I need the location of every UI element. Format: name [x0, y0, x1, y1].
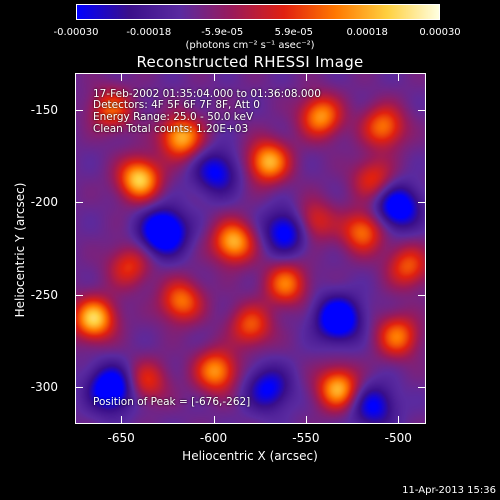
peak-position-label: Position of Peak = [-676,-262]: [93, 396, 251, 408]
info-total-counts: Clean Total counts: 1.20E+03: [93, 123, 249, 135]
info-detectors: Detectors: 4F 5F 6F 7F 8F, Att 0: [93, 99, 260, 111]
y-tick-mark: [418, 387, 426, 389]
info-energy-range: Energy Range: 25.0 - 50.0 keV: [93, 111, 254, 123]
y-tick-label: -250: [30, 287, 58, 302]
x-axis-label: Heliocentric X (arcsec): [182, 449, 318, 463]
y-tick-mark: [75, 109, 83, 111]
x-tick-mark: [213, 73, 215, 81]
x-tick-mark: [398, 73, 400, 81]
colorbar-tick-label: 0.00018: [346, 27, 388, 38]
x-tick-label: -650: [107, 431, 135, 445]
colorbar-tick-label: -0.00030: [53, 27, 99, 38]
colorbar-tick-label: -0.00018: [126, 27, 172, 38]
x-tick-mark: [121, 416, 123, 424]
y-tick-label: -300: [30, 380, 58, 395]
colorbar-tick-label: 5.9e-05: [274, 27, 313, 38]
y-tick-label: -150: [30, 102, 58, 117]
colorbar-units: (photons cm⁻² s⁻¹ asec⁻²): [185, 40, 315, 51]
x-tick-label: -550: [292, 431, 320, 445]
y-tick-mark: [418, 202, 426, 204]
x-tick-label: -600: [199, 431, 228, 445]
colorbar-tick-label: -5.9e-05: [201, 27, 244, 38]
y-tick-mark: [75, 387, 83, 389]
x-tick-mark: [305, 416, 307, 424]
info-time-range: 17-Feb-2002 01:35:04.000 to 01:36:08.000: [93, 88, 321, 100]
chart-title: Reconstructed RHESSI Image: [136, 53, 364, 71]
colorbar-tick-label: 0.00030: [419, 27, 461, 38]
plot-area: [75, 73, 426, 424]
x-tick-mark: [213, 416, 215, 424]
date-stamp: 11-Apr-2013 15:36: [402, 485, 496, 496]
x-tick-mark: [305, 73, 307, 81]
y-tick-label: -200: [30, 195, 58, 210]
x-tick-mark: [121, 73, 123, 81]
y-tick-mark: [418, 294, 426, 296]
y-axis-label: Heliocentric Y (arcsec): [13, 182, 27, 318]
x-tick-mark: [398, 416, 400, 424]
y-tick-mark: [75, 202, 83, 204]
x-tick-label: -500: [384, 431, 412, 445]
heatmap-image: [76, 74, 425, 423]
y-tick-mark: [75, 294, 83, 296]
y-tick-mark: [418, 109, 426, 111]
colorbar: [76, 4, 440, 20]
